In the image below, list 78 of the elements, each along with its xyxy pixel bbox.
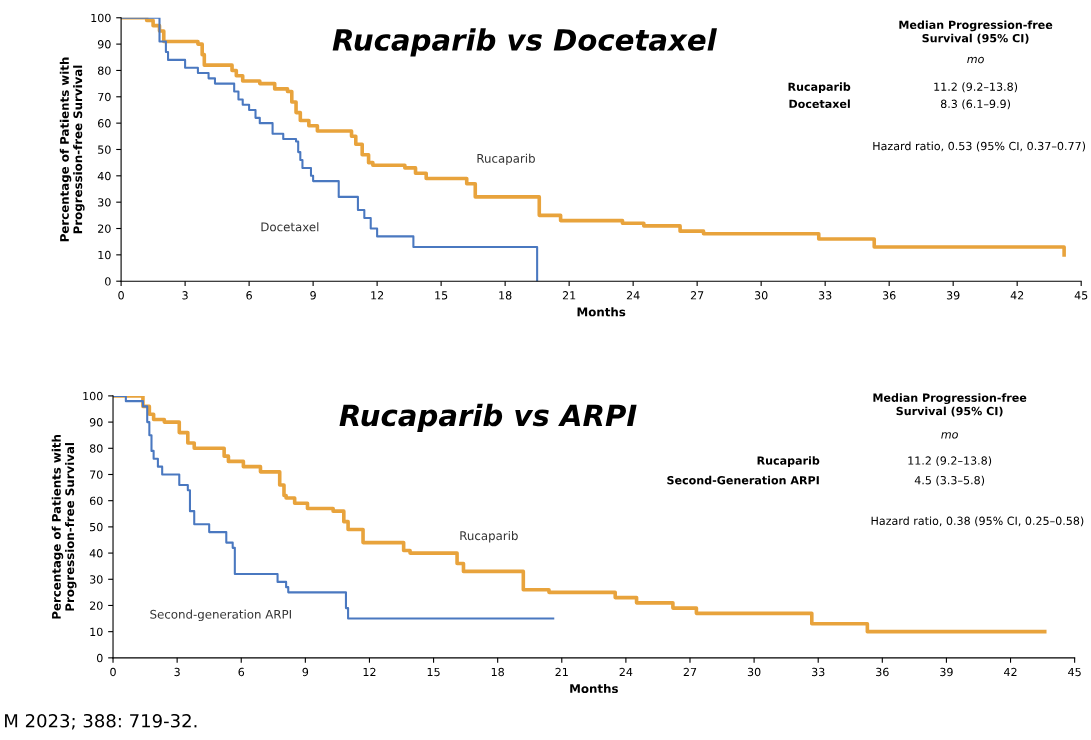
x-tick-label: 45 [1074, 291, 1088, 300]
annotation: 11.2 (9.2–13.8) [908, 456, 992, 467]
x-tick-label: 21 [562, 291, 576, 300]
x-axis-title: Months [577, 307, 626, 317]
y-tick-label: 60 [98, 119, 111, 128]
chart-title: Rucaparib vs ARPI [339, 403, 637, 432]
x-tick-label: 36 [882, 291, 896, 300]
y-tick-label: 10 [90, 627, 103, 637]
y-tick-label: 0 [105, 277, 111, 286]
annotation: Hazard ratio, 0.53 (95% CI, 0.37–0.77) [873, 141, 1086, 152]
y-axis-title: Percentage of Patients with Progression-free Survival [51, 434, 77, 619]
y-tick-label: 70 [90, 470, 103, 479]
y-tick-label: 40 [89, 549, 103, 558]
text: Docetaxel [261, 222, 319, 232]
series-label: Second-generation ARPI [150, 609, 291, 622]
annotation: Rucaparib [757, 456, 820, 467]
x-tick-label: 3 [174, 667, 180, 677]
y-tick-label: 40 [97, 171, 111, 181]
x-axis-title: Months [570, 683, 618, 694]
x-tick-label: 15 [427, 667, 440, 677]
x-tick-label: 24 [626, 291, 640, 300]
y-tick-label: 10 [98, 250, 111, 260]
y-tick-label: 30 [90, 575, 103, 584]
x-tick-label: 39 [946, 291, 960, 300]
annotation: Rucaparib [788, 82, 851, 94]
y-tick-label: 100 [91, 13, 111, 23]
x-tick-label: 36 [876, 667, 889, 677]
x-tick-label: 27 [683, 667, 697, 677]
annotation: Hazard ratio, 0.38 (95% CI, 0.25–0.58) [871, 516, 1084, 527]
y-tick-label: 80 [89, 444, 103, 453]
text: M 2023; 388: 719-32. [5, 713, 197, 730]
annotation: 11.2 (9.2–13.8) [934, 82, 1018, 93]
x-tick-label: 6 [238, 667, 245, 677]
y-tick-label: 0 [96, 653, 103, 663]
x-tick-label: 33 [811, 667, 825, 677]
annotation: Second-Generation ARPI [667, 475, 819, 485]
x-tick-label: 30 [747, 667, 761, 677]
x-tick-label: 15 [435, 291, 448, 300]
x-tick-label: 0 [118, 291, 124, 300]
y-tick-label: 50 [90, 522, 103, 532]
x-tick-label: 24 [619, 667, 633, 677]
y-axis-title: Percentage of Patients with Progression-free Survival [59, 57, 85, 242]
x-tick-label: 12 [371, 291, 384, 300]
x-tick-label: 18 [499, 291, 512, 300]
y-tick-label: 90 [89, 418, 103, 427]
x-tick-label: 6 [246, 291, 252, 300]
x-tick-label: 39 [940, 667, 953, 677]
x-tick-label: 3 [182, 291, 188, 300]
x-tick-label: 12 [363, 667, 376, 677]
annotation: 8.3 (6.1–9.9) [940, 99, 1010, 110]
series-label: Rucaparib [460, 531, 518, 543]
annotation: 4.5 (3.3–5.8) [914, 475, 985, 486]
chart-title: Rucaparib vs Docetaxel [332, 28, 717, 57]
x-tick-label: 45 [1068, 667, 1081, 677]
x-tick-label: 42 [1010, 291, 1024, 300]
x-tick-label: 21 [555, 667, 568, 677]
y-tick-label: 70 [98, 92, 111, 102]
x-tick-label: 9 [302, 667, 309, 677]
annotation: mo [941, 432, 958, 439]
x-tick-label: 9 [310, 291, 316, 300]
y-tick-label: 100 [83, 391, 103, 401]
annotation: mo [967, 56, 984, 64]
annotation: Docetaxel [789, 99, 850, 109]
y-tick-label: 50 [98, 145, 111, 154]
annotation: Median Progression-free Survival (95% CI) [899, 20, 1053, 44]
annotation: Median Progression-free Survival (95% CI) [873, 393, 1027, 417]
x-tick-label: 27 [690, 291, 704, 300]
y-tick-label: 60 [89, 496, 103, 506]
x-tick-label: 42 [1004, 667, 1017, 677]
x-tick-label: 33 [818, 291, 832, 300]
x-tick-label: 18 [491, 667, 504, 677]
series-label: Rucaparib [477, 153, 535, 166]
x-tick-label: 30 [754, 291, 768, 300]
y-tick-label: 20 [98, 224, 111, 233]
y-tick-label: 30 [98, 198, 111, 207]
y-tick-label: 90 [97, 40, 111, 49]
y-tick-label: 20 [89, 601, 103, 610]
y-tick-label: 80 [97, 66, 111, 75]
